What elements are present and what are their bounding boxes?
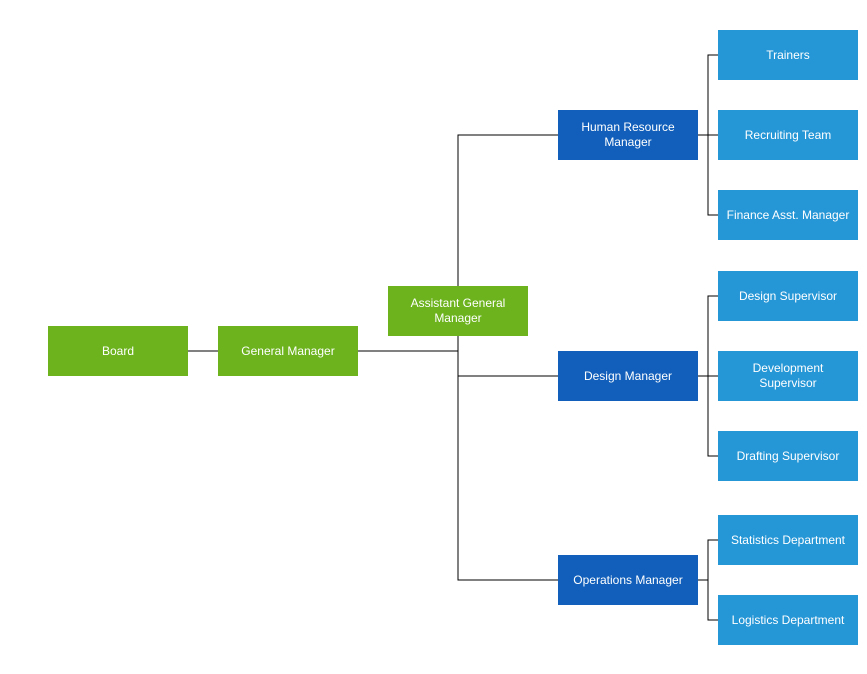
org-node-gm: General Manager: [218, 326, 358, 376]
org-node-trainers: Trainers: [718, 30, 858, 80]
org-node-finance: Finance Asst. Manager: [718, 190, 858, 240]
org-node-design: Design Manager: [558, 351, 698, 401]
org-node-stats: Statistics Department: [718, 515, 858, 565]
org-node-draft: Drafting Supervisor: [718, 431, 858, 481]
org-node-board: Board: [48, 326, 188, 376]
org-node-ops: Operations Manager: [558, 555, 698, 605]
org-node-hr: Human Resource Manager: [558, 110, 698, 160]
org-node-dsup: Design Supervisor: [718, 271, 858, 321]
org-node-devsup: Development Supervisor: [718, 351, 858, 401]
org-node-recruit: Recruiting Team: [718, 110, 858, 160]
org-node-log: Logistics Department: [718, 595, 858, 645]
org-node-agm: Assistant General Manager: [388, 286, 528, 336]
